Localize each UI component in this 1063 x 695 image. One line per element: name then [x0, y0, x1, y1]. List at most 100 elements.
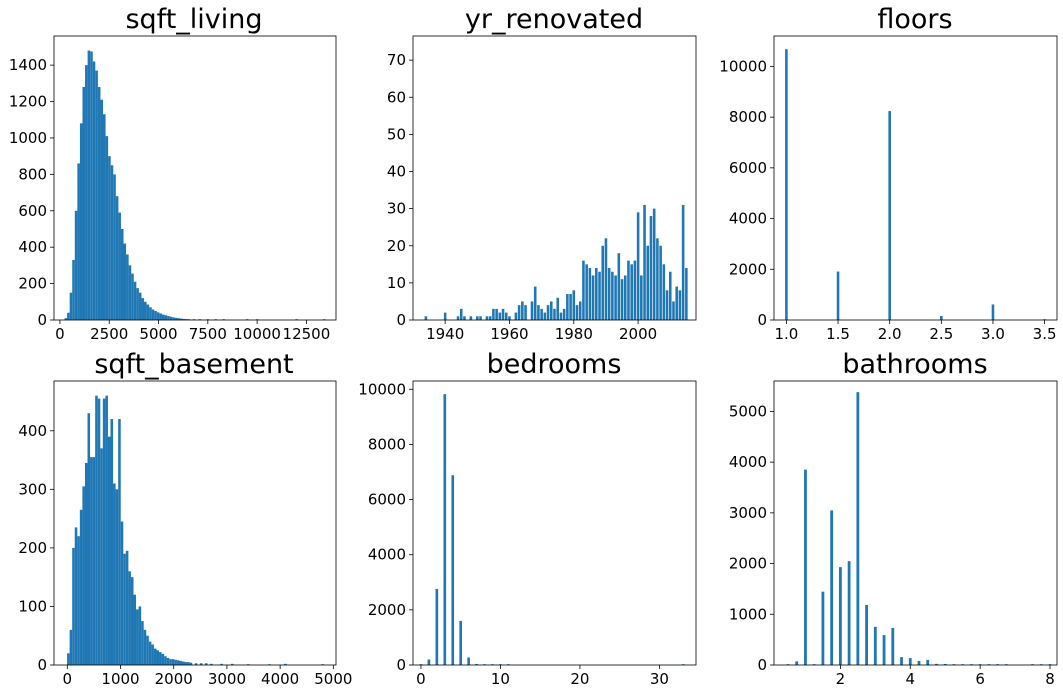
- histogram-bar: [485, 316, 489, 320]
- histogram-bar: [495, 308, 498, 320]
- y-tick-label: 4000: [368, 546, 406, 564]
- histogram-bar: [821, 591, 825, 665]
- y-tick-label: 10000: [358, 380, 406, 398]
- y-tick-label: 400: [18, 238, 47, 256]
- histogram-bar: [130, 577, 134, 665]
- y-tick-label: 0: [37, 311, 47, 329]
- x-tick-label: 2.5: [929, 325, 953, 343]
- histogram-bar: [926, 659, 930, 665]
- histogram-bar: [961, 664, 965, 665]
- x-tick-label: 3.0: [981, 325, 1005, 343]
- histogram-bar: [550, 301, 553, 320]
- y-tick-label: 70: [387, 51, 406, 69]
- histogram-bar: [585, 264, 588, 320]
- y-tick-label: 50: [387, 125, 406, 143]
- histogram-bar: [501, 308, 505, 320]
- histogram-bar: [113, 483, 116, 665]
- chart-title: bedrooms: [487, 349, 622, 380]
- histogram-bar: [182, 661, 185, 665]
- histogram-bar: [87, 413, 91, 665]
- panel-sqft-living: sqft_living 0 2500 5000 7500 10000 12500 0 200 4…: [9, 4, 337, 343]
- histogram-bar: [830, 510, 834, 665]
- histogram-bar: [451, 475, 455, 665]
- histogram-bar: [156, 312, 160, 320]
- histogram-bar: [199, 663, 203, 665]
- x-tick-label: 2.0: [878, 325, 902, 343]
- histogram-bar: [133, 594, 137, 665]
- histogram-bar: [582, 260, 585, 320]
- y-tick-label: 0: [757, 311, 767, 329]
- histogram-bar: [424, 316, 428, 320]
- histogram-bar: [419, 664, 423, 665]
- histogram-bar: [856, 392, 860, 665]
- histogram-bar: [604, 238, 608, 320]
- histogram-bar: [187, 662, 190, 665]
- y-tick-label: 600: [18, 202, 47, 220]
- histogram-bar: [182, 318, 186, 320]
- histogram-bar: [220, 663, 223, 665]
- histogram-bar: [491, 664, 494, 665]
- y-tick-label: 2000: [368, 601, 406, 619]
- y-tick-label: 1000: [9, 129, 47, 147]
- histogram-bar: [113, 174, 116, 320]
- histogram-bar: [151, 644, 154, 665]
- histogram-bar: [900, 657, 903, 665]
- histogram-bar: [166, 657, 170, 665]
- histogram-bar: [812, 664, 816, 665]
- histogram-bar: [572, 290, 576, 320]
- histogram-bar: [476, 316, 479, 320]
- histogram-bar: [569, 294, 572, 320]
- histogram-bar: [64, 318, 68, 320]
- histogram-bar: [72, 547, 75, 665]
- histogram-bar: [627, 260, 630, 320]
- y-tick-label: 4000: [729, 453, 767, 471]
- histogram-bar: [131, 273, 134, 320]
- histogram-bar: [149, 307, 152, 320]
- axes-frame: [773, 35, 1058, 321]
- histogram-bar: [1004, 664, 1008, 665]
- histogram-bar: [141, 298, 145, 320]
- histogram-bar: [189, 662, 193, 665]
- histogram-bar: [917, 660, 921, 665]
- histogram-bar: [176, 660, 180, 665]
- chart-title: sqft_basement: [94, 349, 293, 380]
- histogram-bar: [179, 318, 183, 320]
- histogram-bar: [836, 271, 840, 320]
- histogram-bar: [184, 662, 188, 665]
- histogram-bar: [95, 395, 98, 665]
- histogram-bar: [636, 212, 640, 320]
- histogram-bar: [804, 469, 807, 665]
- x-tick-label: 3.5: [1033, 325, 1057, 343]
- histogram-bar: [136, 288, 139, 320]
- histogram-bar: [786, 664, 790, 665]
- histogram-bar: [120, 228, 124, 320]
- histogram-bar: [146, 304, 150, 320]
- histogram-bar: [159, 313, 162, 320]
- x-tick-label: 0: [416, 670, 426, 688]
- histogram-bar: [136, 609, 139, 665]
- histogram-bar: [595, 268, 598, 320]
- histogram-bar: [617, 253, 621, 320]
- y-tick-label: 400: [18, 422, 47, 440]
- y-tick-label: 1200: [9, 93, 47, 111]
- panel-bathrooms: bathrooms 2 4 6 8 0 1000 2000 3000 4000 5000: [729, 349, 1058, 688]
- histogram-bar: [514, 312, 518, 320]
- histogram-bar: [123, 243, 127, 320]
- histogram-bar: [126, 254, 129, 320]
- y-tick-label: 0: [37, 656, 47, 674]
- x-tick-label: 8: [1045, 670, 1055, 688]
- histogram-bar: [97, 86, 101, 320]
- histogram-bar: [643, 204, 646, 320]
- histogram-bar: [559, 312, 563, 320]
- y-tick-label: 40: [387, 163, 406, 181]
- histogram-bar: [92, 457, 96, 665]
- histogram-bar: [172, 317, 175, 320]
- y-tick-label: 10000: [719, 57, 767, 75]
- histogram-bar: [100, 448, 103, 665]
- histogram-bar: [167, 315, 170, 320]
- histogram-bar: [161, 653, 165, 665]
- histogram-bar: [90, 457, 93, 665]
- y-tick-label: 2000: [729, 260, 767, 278]
- histogram-bar: [194, 663, 198, 665]
- y-tick-label: 800: [18, 165, 47, 183]
